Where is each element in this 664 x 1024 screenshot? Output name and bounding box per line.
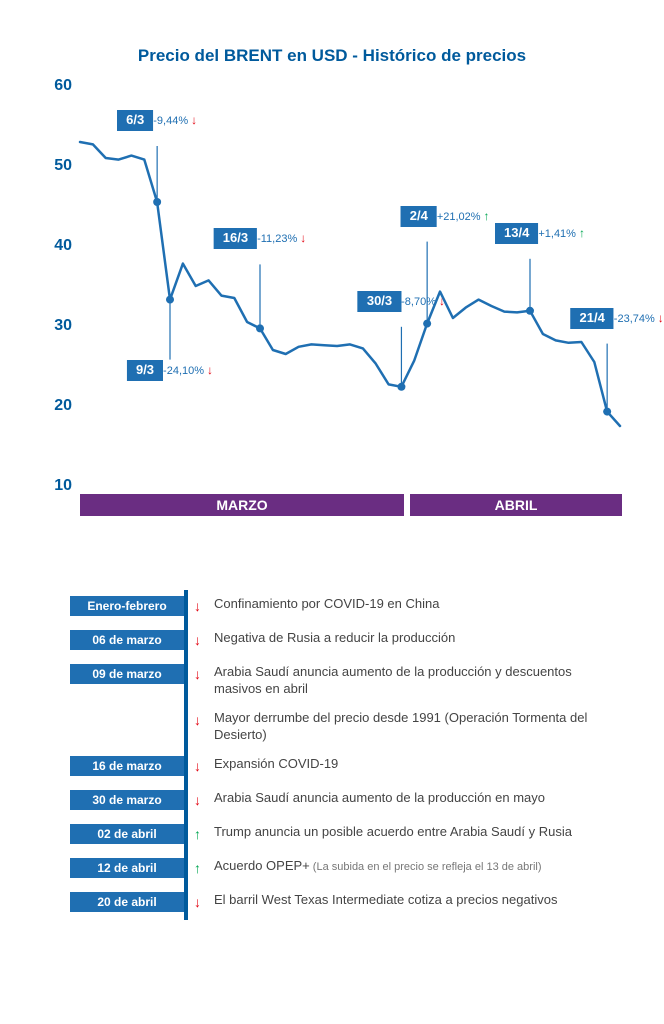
callout-date: 2/4	[401, 206, 437, 227]
callout-pct: -8,70%↓	[401, 295, 445, 309]
timeline-date: 30 de marzo	[70, 790, 184, 810]
arrow-down-icon: ↓	[194, 792, 201, 808]
callout-pct: -11,23%↓	[257, 232, 306, 246]
callout-date: 30/3	[358, 291, 401, 312]
callout-date: 9/3	[127, 360, 163, 381]
callout-date: 6/3	[117, 110, 153, 131]
y-tick: 50	[54, 157, 72, 175]
callout: 21/4-23,74%↓	[570, 308, 663, 329]
timeline-date: 12 de abril	[70, 858, 184, 878]
callout: 30/3-8,70%↓	[358, 291, 445, 312]
y-tick: 20	[54, 397, 72, 415]
timeline-row: 09 de marzo ↓ Arabia Saudí anuncia aumento…	[70, 658, 610, 704]
timeline-row: 02 de abril ↑ Trump anuncia un posible acu…	[70, 818, 610, 852]
month-bar: MARZO	[80, 494, 404, 516]
page-title: Precio del BRENT en USD - Histórico de p…	[0, 0, 664, 76]
timeline-row: 20 de abril ↓ El barril West Texas Interme…	[70, 886, 610, 920]
arrow-down-icon: ↓	[194, 666, 201, 682]
timeline-text: El barril West Texas Intermediate cotiza…	[214, 892, 610, 909]
callout-pct: -23,74%↓	[614, 312, 664, 326]
y-tick: 40	[54, 237, 72, 255]
callout-date: 16/3	[214, 228, 257, 249]
y-axis: 102030405060	[44, 86, 80, 486]
y-tick: 10	[54, 477, 72, 495]
chart-plot-area: 6/3-9,44%↓ 9/3-24,10%↓ 16/3-11,23%↓ 30/3-8,…	[80, 86, 620, 486]
timeline-text: Expansión COVID-19	[214, 756, 610, 773]
timeline-row: ↓ Mayor derrumbe del precio desde 1991 (O…	[70, 704, 610, 750]
event-timeline: Enero-febrero ↓ Confinamiento por COVID-19…	[70, 590, 610, 920]
timeline-date: 20 de abril	[70, 892, 184, 912]
callout: 13/4+1,41%↑	[495, 223, 585, 244]
timeline-date: 02 de abril	[70, 824, 184, 844]
timeline-row: Enero-febrero ↓ Confinamiento por COVID-19…	[70, 590, 610, 624]
callout-date: 13/4	[495, 223, 538, 244]
timeline-row: 16 de marzo ↓ Expansión COVID-19	[70, 750, 610, 784]
arrow-down-icon: ↓	[194, 632, 201, 648]
arrow-down-icon: ↓	[194, 712, 201, 728]
callout-pct: +21,02%↑	[437, 210, 490, 224]
timeline-row: 06 de marzo ↓ Negativa de Rusia a reducir …	[70, 624, 610, 658]
callout-pct: -9,44%↓	[153, 114, 197, 128]
arrow-down-icon: ↓	[194, 598, 201, 614]
callout-pct: -24,10%↓	[163, 364, 213, 378]
timeline-text: Confinamiento por COVID-19 en China	[214, 596, 610, 613]
timeline-text: Arabia Saudí anuncia aumento de la produ…	[214, 790, 610, 807]
timeline-text: Negativa de Rusia a reducir la producció…	[214, 630, 610, 647]
month-axis: MARZO ABRIL	[80, 494, 622, 516]
arrow-down-icon: ↓	[194, 894, 201, 910]
arrow-up-icon: ↑	[194, 826, 201, 842]
timeline-text: Mayor derrumbe del precio desde 1991 (Op…	[214, 710, 610, 744]
callout: 9/3-24,10%↓	[127, 360, 213, 381]
timeline-date: Enero-febrero	[70, 596, 184, 616]
callout-date: 21/4	[570, 308, 613, 329]
callout-pct: +1,41%↑	[538, 227, 585, 241]
arrow-down-icon: ↓	[194, 758, 201, 774]
timeline-rows: Enero-febrero ↓ Confinamiento por COVID-19…	[70, 590, 610, 920]
callout: 16/3-11,23%↓	[214, 228, 306, 249]
y-tick: 60	[54, 77, 72, 95]
timeline-date: 16 de marzo	[70, 756, 184, 776]
timeline-date: 09 de marzo	[70, 664, 184, 684]
price-line	[80, 86, 620, 486]
month-bar: ABRIL	[410, 494, 622, 516]
timeline-row: 12 de abril ↑ Acuerdo OPEP+ (La subida en …	[70, 852, 610, 886]
y-tick: 30	[54, 317, 72, 335]
timeline-text: Arabia Saudí anuncia aumento de la produ…	[214, 664, 610, 698]
timeline-row: 30 de marzo ↓ Arabia Saudí anuncia aumento…	[70, 784, 610, 818]
callout: 2/4+21,02%↑	[401, 206, 490, 227]
arrow-up-icon: ↑	[194, 860, 201, 876]
timeline-text: Acuerdo OPEP+ (La subida en el precio se…	[214, 858, 610, 875]
timeline-date: 06 de marzo	[70, 630, 184, 650]
timeline-text: Trump anuncia un posible acuerdo entre A…	[214, 824, 610, 841]
brent-chart: 102030405060 6/3-9,44%↓9/3-24,10%↓16/3-1…	[44, 86, 620, 486]
callout: 6/3-9,44%↓	[117, 110, 197, 131]
